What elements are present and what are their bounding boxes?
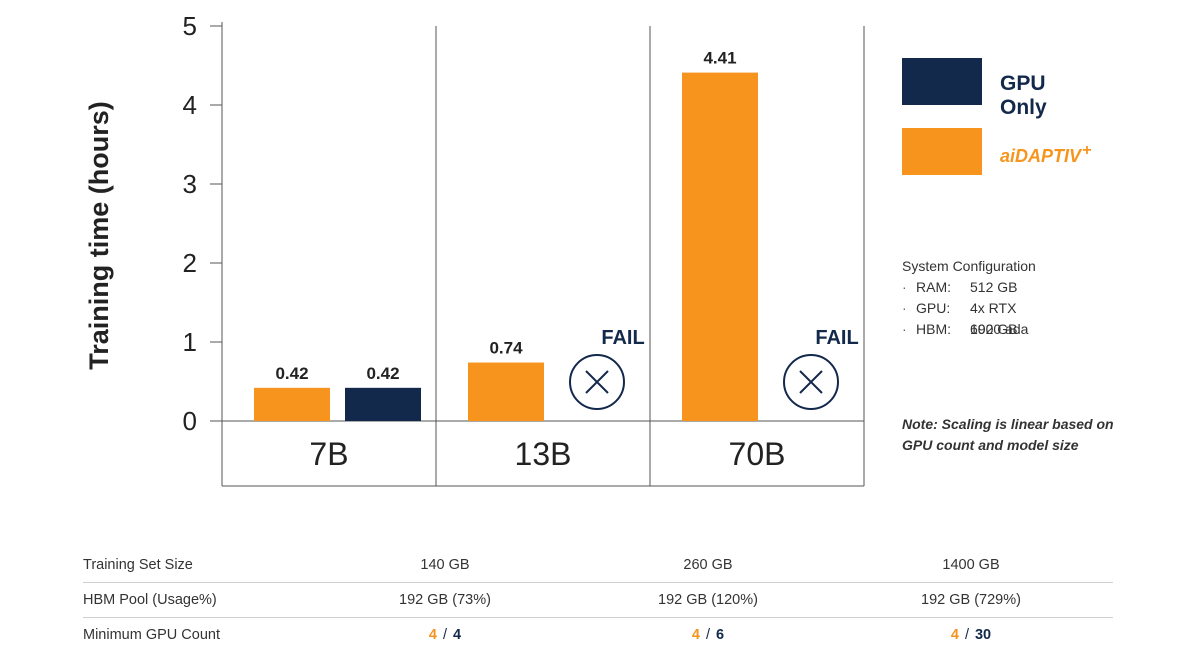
bar [345,387,421,421]
table-row-min-gpu: Minimum GPU Count 4 / 4 4 / 6 4 / 30 [83,618,1113,652]
gpu-count-gpu-only: 6 [716,627,725,643]
table-cell: 4 / 30 [871,618,1071,652]
config-value: 512 GB [970,279,1018,295]
gpu-count-aidaptiv: 4 [691,627,700,643]
fail-x-icon [799,370,823,394]
table-row: HBM Pool (Usage%) 192 GB (73%) 192 GB (1… [83,583,1113,618]
fail-x-icon [585,370,609,394]
system-config-row-ram: · RAM: 512 GB [902,277,1036,298]
chart-bars [254,72,839,422]
y-tick-label: 4 [183,90,197,120]
row-label: Minimum GPU Count [83,627,220,643]
separator: / [442,627,448,643]
separator: / [705,627,711,643]
fail-label: FAIL [815,327,858,349]
y-tick-label: 5 [183,11,197,41]
table-row: Training Set Size 140 GB 260 GB 1400 GB [83,548,1113,583]
y-tick-label: 1 [183,327,197,357]
system-configuration-title: System Configuration [902,258,1036,274]
category-label: 7B [309,436,348,472]
scaling-note: Note: Scaling is linear based on GPU cou… [902,416,1114,453]
y-tick-label: 2 [183,248,197,278]
gpu-count-aidaptiv: 4 [950,627,959,643]
config-key: GPU: [916,300,951,316]
category-label: 70B [729,436,786,472]
aidaptiv-logo-text: aiDAPTIV [1000,146,1082,166]
gpu-count-gpu-only: 30 [974,627,992,643]
legend-swatch-gpu-only [902,58,982,105]
row-label: Training Set Size [83,557,193,573]
config-key: HBM: [916,321,951,337]
gpu-count-aidaptiv: 4 [428,627,437,643]
gpu-count-gpu-only: 4 [453,627,462,643]
system-configuration: System Configuration · RAM: 512 GB · GPU… [902,256,1036,340]
config-value: 4x RTX 6000 ada [970,300,1029,337]
fail-circle-icon [569,354,625,410]
fail-label: FAIL [601,327,644,349]
table-cell: 192 GB (120%) [658,592,758,608]
info-table: Training Set Size 140 GB 260 GB 1400 GB … [83,548,1113,652]
legend-swatch-aidaptiv [902,128,982,175]
config-key: RAM: [916,279,951,295]
row-label: HBM Pool (Usage%) [83,592,217,608]
bullet: · [902,321,907,337]
table-cell: 4 / 6 [608,618,808,652]
table-cell: 140 GB [420,557,470,573]
data-label: 0.42 [366,364,399,383]
y-tick-label: 0 [183,406,197,436]
legend-label-gpu-only: GPU Only [1000,72,1047,119]
data-label: 0.74 [489,339,523,358]
data-label: 0.42 [275,364,308,383]
y-axis-label: Training time (hours) [84,101,114,370]
table-cell: 260 GB [683,557,733,573]
config-value: 192 GB [970,321,1018,337]
category-label: 13B [515,436,572,472]
aidaptiv-plus-mark: + [1082,142,1092,159]
data-label: 4.41 [703,49,736,68]
y-tick-label: 3 [183,169,197,199]
legend-label-aidaptiv: aiDAPTIV+ [1000,142,1091,167]
system-config-row-gpu: · GPU: 4x RTX 6000 ada [902,298,1036,337]
bar-chart: 0 1 2 3 4 5 Training time (hours) 7B 13B 70B 0.42 0… [84,11,865,487]
fail-circle-icon [783,354,839,410]
chart-labels: 0 1 2 3 4 5 Training time (hours) 7B 13B 70B 0.42 0… [84,11,859,472]
table-cell: 4 / 4 [345,618,545,652]
bar [468,362,544,421]
separator: / [964,627,969,643]
bullet: · [902,300,907,316]
table-cell: 192 GB (729%) [921,592,1021,608]
bar [254,387,330,421]
table-cell: 192 GB (73%) [399,592,491,608]
bullet: · [902,279,907,295]
table-cell: 1400 GB [942,557,1000,573]
system-config-row-hbm: · HBM: 192 GB [902,319,1036,340]
bar [682,72,758,422]
